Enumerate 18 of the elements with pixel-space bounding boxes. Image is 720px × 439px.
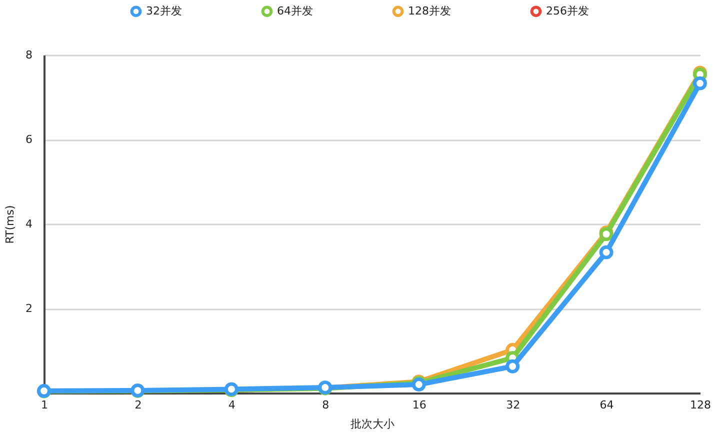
x-tick-label: 4 <box>228 398 236 412</box>
y-tick-label: 2 <box>26 302 32 315</box>
x-tick-label: 64 <box>600 398 614 412</box>
legend-label: 32并发 <box>146 4 182 18</box>
legend-label: 256并发 <box>546 4 589 18</box>
legend-label: 64并发 <box>277 4 313 18</box>
x-tick-label: 1 <box>41 398 48 412</box>
y-tick-label: 6 <box>26 133 32 146</box>
x-tick-label: 32 <box>506 398 520 412</box>
x-tick-label: 2 <box>134 398 142 412</box>
x-tick-label: 8 <box>322 398 330 412</box>
y-tick-label: 4 <box>26 218 32 230</box>
y-axis-title: RT(ms) <box>4 205 16 244</box>
legend-label: 128并发 <box>408 4 451 18</box>
x-axis-title: 批次大小 <box>350 418 394 430</box>
y-tick-label: 8 <box>26 48 32 62</box>
x-tick-label: 128 <box>690 398 711 412</box>
x-tick-label: 16 <box>412 398 426 412</box>
